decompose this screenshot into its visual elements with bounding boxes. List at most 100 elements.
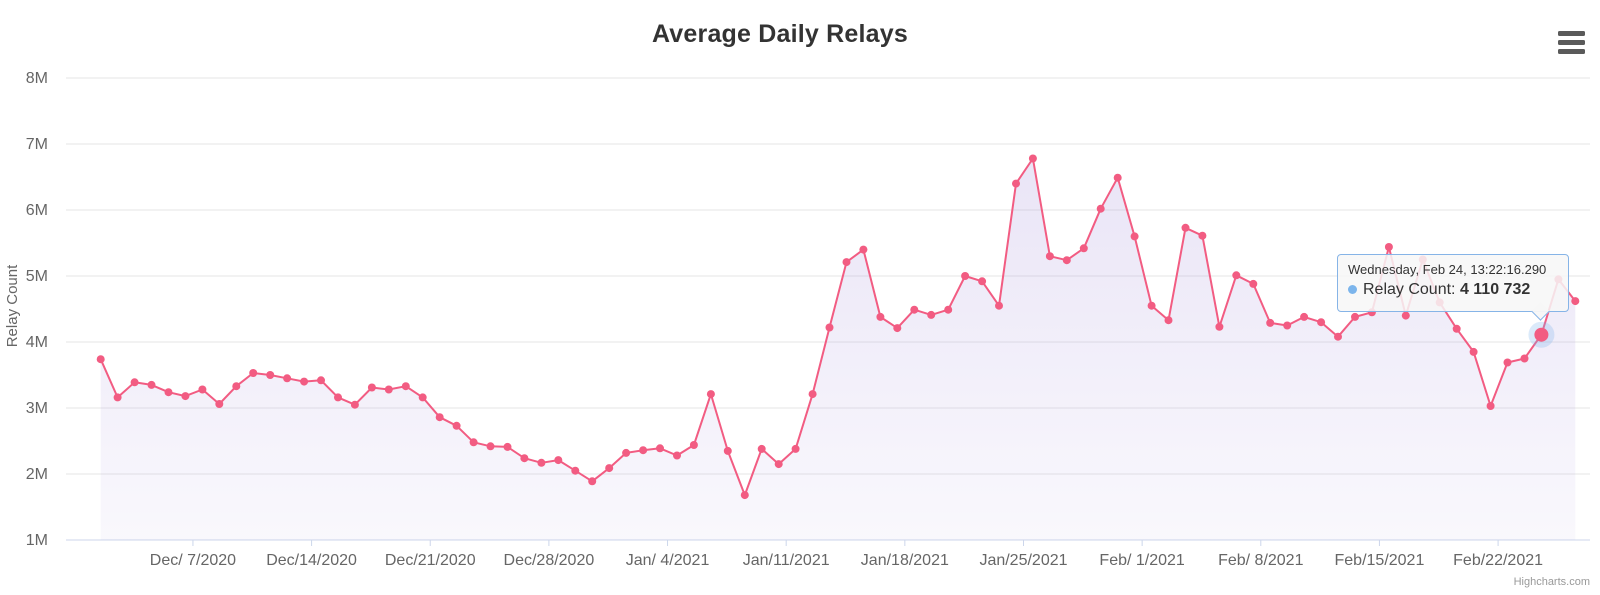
data-point[interactable] <box>1215 322 1224 331</box>
data-point[interactable] <box>435 413 444 422</box>
data-point[interactable] <box>1520 354 1529 363</box>
hamburger-icon[interactable] <box>1556 29 1590 59</box>
x-axis-label: Dec/28/2020 <box>504 552 595 569</box>
x-axis-label: Feb/ 8/2021 <box>1218 552 1304 569</box>
data-point[interactable] <box>1351 312 1359 321</box>
data-point[interactable] <box>469 438 478 447</box>
data-point[interactable] <box>147 380 156 389</box>
data-point[interactable] <box>656 444 664 453</box>
data-point[interactable] <box>1164 316 1173 325</box>
data-point[interactable] <box>1435 298 1444 307</box>
data-point[interactable] <box>1283 321 1292 330</box>
data-point[interactable] <box>1452 324 1461 333</box>
data-point[interactable] <box>740 491 749 500</box>
data-point[interactable] <box>1028 154 1037 163</box>
data-point[interactable] <box>791 444 800 453</box>
y-axis-label: 1M <box>26 532 48 549</box>
data-point[interactable] <box>961 272 970 280</box>
data-point[interactable] <box>1401 311 1410 320</box>
data-point[interactable] <box>554 456 563 465</box>
data-point[interactable] <box>774 460 783 469</box>
x-axis-label: Jan/18/2021 <box>861 552 949 569</box>
data-point[interactable] <box>130 378 139 387</box>
data-point[interactable] <box>927 310 936 319</box>
data-point[interactable] <box>503 442 512 451</box>
data-point[interactable] <box>1300 312 1309 321</box>
data-point[interactable] <box>1249 279 1258 288</box>
data-point[interactable] <box>1147 301 1156 310</box>
data-point[interactable] <box>1130 232 1139 241</box>
x-axis-label: Feb/22/2021 <box>1453 552 1543 569</box>
data-point[interactable] <box>910 305 919 314</box>
data-point[interactable] <box>384 385 393 394</box>
data-point[interactable] <box>96 355 105 364</box>
data-point[interactable] <box>1045 252 1054 261</box>
data-point[interactable] <box>978 277 987 286</box>
data-point[interactable] <box>1486 402 1495 410</box>
data-point[interactable] <box>639 446 648 455</box>
hamburger-bar <box>1558 49 1585 54</box>
data-point[interactable] <box>859 245 868 254</box>
y-axis-label: 7M <box>26 136 48 153</box>
data-point[interactable] <box>486 442 495 451</box>
data-point[interactable] <box>876 312 885 321</box>
data-point[interactable] <box>537 458 546 467</box>
data-point[interactable] <box>1384 243 1393 251</box>
data-point[interactable] <box>995 301 1003 310</box>
data-point[interactable] <box>334 393 342 402</box>
data-point[interactable] <box>723 446 732 455</box>
data-point[interactable] <box>808 390 817 399</box>
data-point[interactable] <box>673 451 681 460</box>
data-point[interactable] <box>588 477 597 486</box>
data-point[interactable] <box>1232 271 1241 280</box>
x-axis-label: Dec/14/2020 <box>266 552 357 569</box>
data-point[interactable] <box>452 421 461 430</box>
hovered-data-point[interactable] <box>1534 327 1549 342</box>
data-point[interactable] <box>300 377 309 386</box>
data-point[interactable] <box>1571 297 1580 306</box>
x-axis-label: Jan/ 4/2021 <box>626 552 710 569</box>
data-point[interactable] <box>1012 179 1020 188</box>
data-point[interactable] <box>520 454 529 463</box>
data-point[interactable] <box>1334 332 1342 341</box>
data-point[interactable] <box>1469 347 1478 356</box>
data-point[interactable] <box>1503 358 1512 367</box>
data-point[interactable] <box>689 441 698 449</box>
data-point[interactable] <box>1181 223 1190 232</box>
data-point[interactable] <box>1554 275 1563 284</box>
data-point[interactable] <box>1096 204 1105 213</box>
data-point[interactable] <box>1418 255 1427 264</box>
highcharts-credits-link[interactable]: Highcharts.com <box>1513 576 1590 588</box>
data-point[interactable] <box>350 400 359 409</box>
data-point[interactable] <box>893 324 902 333</box>
data-point[interactable] <box>1317 318 1326 327</box>
data-point[interactable] <box>215 400 224 408</box>
data-point[interactable] <box>605 464 614 473</box>
data-point[interactable] <box>266 371 275 379</box>
data-point[interactable] <box>317 376 325 385</box>
hamburger-bar <box>1558 31 1585 36</box>
data-point[interactable] <box>571 466 580 475</box>
data-point[interactable] <box>418 393 427 402</box>
data-point[interactable] <box>1266 318 1275 327</box>
data-point[interactable] <box>706 390 715 399</box>
data-point[interactable] <box>232 382 241 391</box>
data-point[interactable] <box>757 444 766 453</box>
data-point[interactable] <box>401 382 410 391</box>
data-point[interactable] <box>164 388 173 397</box>
data-point[interactable] <box>249 369 258 377</box>
data-point[interactable] <box>283 374 292 383</box>
data-point[interactable] <box>367 383 376 392</box>
data-point[interactable] <box>1062 256 1071 265</box>
data-point[interactable] <box>622 448 631 457</box>
data-point[interactable] <box>198 385 207 394</box>
data-point[interactable] <box>1367 308 1376 317</box>
data-point[interactable] <box>181 392 190 401</box>
data-point[interactable] <box>825 323 834 332</box>
data-point[interactable] <box>944 305 953 314</box>
data-point[interactable] <box>1079 244 1088 253</box>
data-point[interactable] <box>113 393 122 402</box>
data-point[interactable] <box>1113 173 1122 182</box>
data-point[interactable] <box>1198 231 1207 240</box>
data-point[interactable] <box>842 258 851 267</box>
